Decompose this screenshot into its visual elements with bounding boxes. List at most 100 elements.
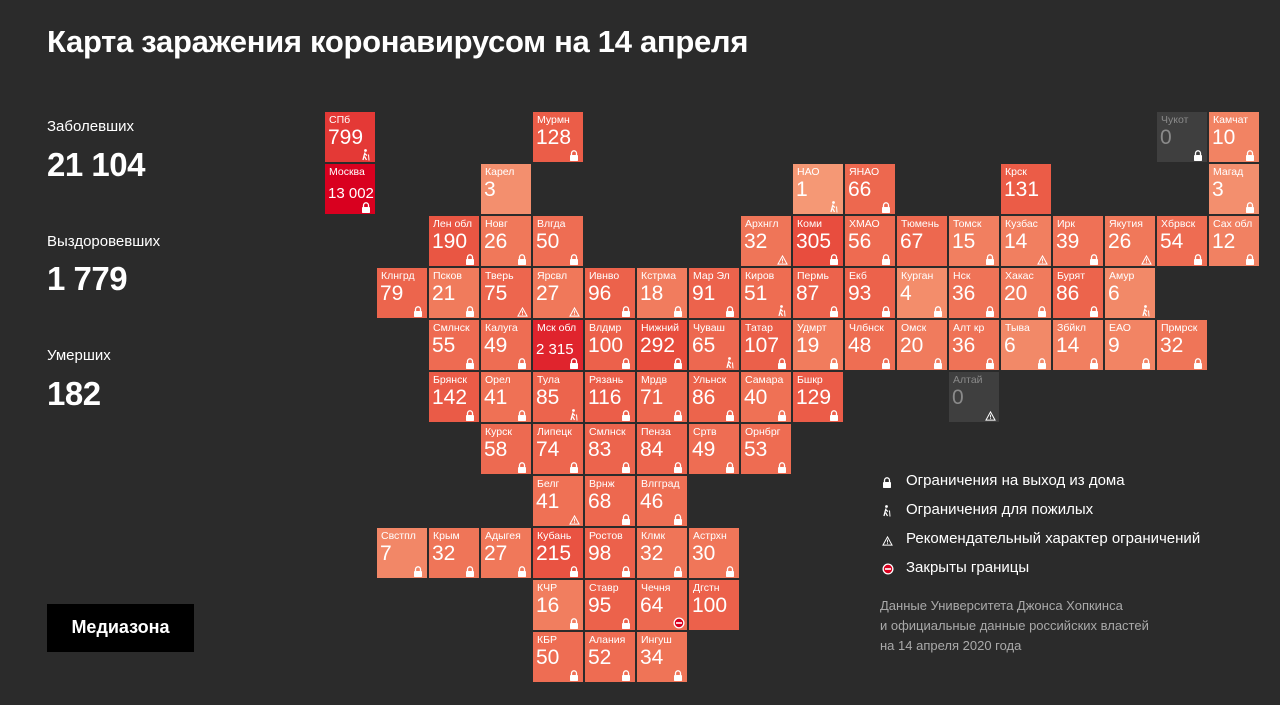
region-value: 51 (744, 282, 768, 305)
lock-icon (1245, 252, 1255, 265)
recovered-label: Выздоровевших (47, 233, 161, 250)
region-tile: ЯНАО 66 (845, 164, 895, 214)
region-name: Тюмень (901, 218, 940, 230)
region-tile: Крск 131 (1001, 164, 1051, 214)
mediazona-logo: Медиазона (47, 604, 194, 652)
source-line-1: Данные Университета Джонса Хопкинса (880, 598, 1123, 613)
region-name: Томск (953, 218, 982, 230)
region-tile: Астрхн 30 (689, 528, 739, 578)
region-name: Нижний (641, 322, 680, 334)
region-name: Омск (901, 322, 927, 334)
region-value: 75 (484, 282, 508, 305)
region-tile: Самара 40 (741, 372, 791, 422)
region-name: Якутия (1109, 218, 1143, 230)
source-line-3: на 14 апреля 2020 года (880, 638, 1022, 653)
region-name: Дгстн (693, 582, 720, 594)
region-value: 41 (484, 386, 508, 409)
lock-icon (517, 408, 527, 421)
region-name: Липецк (537, 426, 572, 438)
lock-icon (1193, 356, 1203, 369)
region-value: 13 002 (328, 185, 374, 202)
region-tile: Рязань 116 (585, 372, 635, 422)
region-tile: Мар Эл 91 (689, 268, 739, 318)
region-value: 14 (1056, 334, 1080, 357)
region-tile: Калуга 49 (481, 320, 531, 370)
lock-icon (621, 460, 631, 473)
legend-label: Ограничения для пожилых (906, 501, 1094, 518)
region-name: Карел (485, 166, 515, 178)
elderly-icon (829, 200, 839, 213)
region-tile: Прмрск 32 (1157, 320, 1207, 370)
lock-icon (1245, 148, 1255, 161)
warning-icon (882, 533, 894, 546)
region-name: Чукот (1161, 114, 1189, 126)
region-value: 100 (588, 334, 624, 357)
region-tile: Киров 51 (741, 268, 791, 318)
lock-icon (673, 564, 683, 577)
legend-item: Ограничения для пожилых (882, 499, 1242, 521)
region-name: Смлнск (589, 426, 626, 438)
infected-value: 21 104 (47, 146, 145, 183)
region-tile: Ирк 39 (1053, 216, 1103, 266)
region-tile: Москва 13 002 (325, 164, 375, 214)
region-tile: Влгград 46 (637, 476, 687, 526)
warning-icon (569, 304, 580, 317)
source-line-2: и официальные данные российских властей (880, 618, 1149, 633)
region-name: Камчат (1213, 114, 1249, 126)
region-value: 20 (1004, 282, 1028, 305)
region-value: 67 (900, 230, 924, 253)
region-value: 39 (1056, 230, 1080, 253)
lock-icon (1089, 252, 1099, 265)
region-tile: Клмк 32 (637, 528, 687, 578)
region-value: 15 (952, 230, 976, 253)
region-tile: Амур 6 (1105, 268, 1155, 318)
lock-icon (725, 564, 735, 577)
region-tile: Сах обл 12 (1209, 216, 1259, 266)
region-tile: Орнбрг 53 (741, 424, 791, 474)
region-value: 26 (484, 230, 508, 253)
region-name: Калуга (485, 322, 518, 334)
lock-icon (569, 460, 579, 473)
region-value: 34 (640, 646, 664, 669)
lock-icon (673, 408, 683, 421)
region-name: Псков (433, 270, 462, 282)
legend-item: Рекомендательный характер ограничений (882, 528, 1242, 550)
region-tile: Коми 305 (793, 216, 843, 266)
region-name: Астрхн (693, 530, 727, 542)
warning-icon (985, 408, 996, 421)
lock-icon (725, 304, 735, 317)
region-value: 74 (536, 438, 560, 461)
region-tile: Сртв 49 (689, 424, 739, 474)
region-value: 40 (744, 386, 768, 409)
region-tile: Бурят 86 (1053, 268, 1103, 318)
lock-icon (1037, 356, 1047, 369)
region-value: 3 (1212, 178, 1224, 201)
lock-icon (933, 356, 943, 369)
region-tile: Врнж 68 (585, 476, 635, 526)
region-value: 49 (484, 334, 508, 357)
region-tile: Чуваш 65 (689, 320, 739, 370)
lock-icon (985, 304, 995, 317)
region-name: Влгград (641, 478, 680, 490)
region-tile: Ингуш 34 (637, 632, 687, 682)
lock-icon (985, 356, 995, 369)
lock-icon (621, 616, 631, 629)
region-name: Збйкл (1057, 322, 1087, 334)
region-value: 86 (692, 386, 716, 409)
data-source-note: Данные Университета Джонса Хопкинса и оф… (880, 596, 1149, 656)
region-tile: Карел 3 (481, 164, 531, 214)
lock-icon (777, 356, 787, 369)
lock-icon (465, 408, 475, 421)
region-name: Ульнск (693, 374, 727, 386)
lock-icon (517, 356, 527, 369)
region-tile: ЕАО 9 (1105, 320, 1155, 370)
region-name: СПб (329, 114, 351, 126)
region-value: 14 (1004, 230, 1028, 253)
region-value: 16 (536, 594, 560, 617)
region-name: Сртв (693, 426, 717, 438)
region-name: Мск обл (537, 322, 577, 334)
region-tile: КБР 50 (533, 632, 583, 682)
elderly-icon (725, 356, 735, 369)
region-name: Магад (1213, 166, 1244, 178)
region-value: 129 (796, 386, 832, 409)
